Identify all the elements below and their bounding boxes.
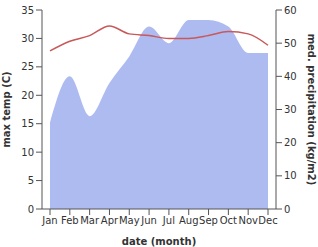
svg-text:Dec: Dec	[258, 215, 277, 226]
svg-text:30: 30	[284, 104, 297, 115]
svg-text:50: 50	[284, 38, 297, 49]
svg-text:10: 10	[284, 170, 297, 181]
svg-text:60: 60	[284, 5, 297, 16]
svg-text:20: 20	[284, 137, 297, 148]
svg-text:0: 0	[284, 204, 290, 215]
svg-text:0: 0	[28, 204, 34, 215]
svg-text:Oct: Oct	[220, 215, 237, 226]
svg-text:med. precipitation (kg/m2): med. precipitation (kg/m2)	[306, 34, 310, 186]
svg-text:Mar: Mar	[80, 215, 100, 226]
svg-text:35: 35	[21, 5, 34, 16]
svg-text:max temp (C): max temp (C)	[8, 71, 12, 147]
svg-text:May: May	[119, 215, 140, 226]
svg-text:25: 25	[21, 61, 34, 72]
svg-text:Nov: Nov	[238, 215, 258, 226]
svg-text:Apr: Apr	[101, 215, 119, 226]
svg-text:date (month): date (month)	[122, 236, 196, 247]
svg-text:Jan: Jan	[41, 215, 57, 226]
svg-text:20: 20	[21, 90, 34, 101]
svg-text:40: 40	[284, 71, 297, 82]
svg-text:Sep: Sep	[199, 215, 218, 226]
svg-text:Jul: Jul	[162, 215, 175, 226]
svg-text:Feb: Feb	[61, 215, 79, 226]
svg-text:5: 5	[28, 175, 34, 186]
svg-text:30: 30	[21, 33, 34, 44]
svg-text:15: 15	[21, 118, 34, 129]
svg-text:Aug: Aug	[179, 215, 199, 226]
svg-text:Jun: Jun	[140, 215, 157, 226]
svg-text:10: 10	[21, 147, 34, 158]
